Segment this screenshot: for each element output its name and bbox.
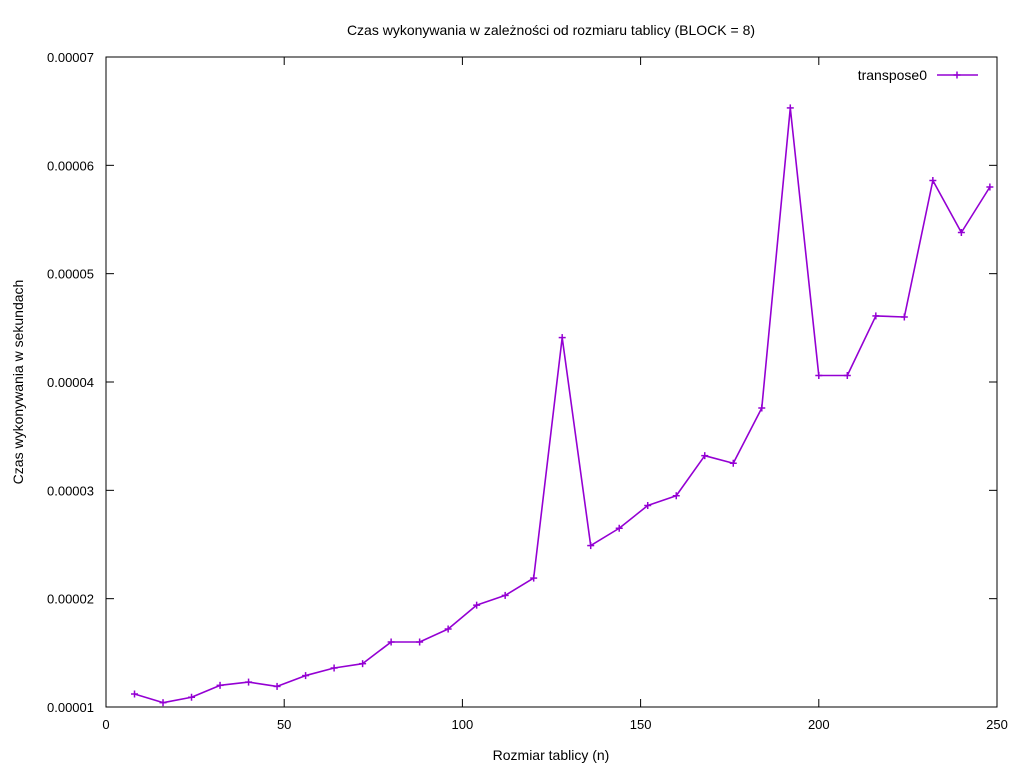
y-tick-label: 0.00007 [47, 50, 94, 65]
data-point [615, 524, 623, 532]
data-point [558, 334, 566, 342]
data-point [444, 625, 452, 633]
data-point [501, 591, 509, 599]
y-tick-label: 0.00004 [47, 375, 94, 390]
x-tick-label: 0 [102, 717, 109, 732]
data-point [273, 682, 281, 690]
x-tick-label: 200 [808, 717, 830, 732]
data-point [302, 672, 310, 680]
data-point [953, 71, 961, 79]
data-point [188, 693, 196, 701]
data-point [729, 459, 737, 467]
data-point [473, 601, 481, 609]
data-point [872, 312, 880, 320]
data-point [758, 404, 766, 412]
x-tick-label: 100 [452, 717, 474, 732]
y-axis-label: Czas wykonywania w sekundach [10, 280, 26, 485]
y-tick-label: 0.00001 [47, 700, 94, 715]
data-point [843, 372, 851, 379]
data-point [900, 313, 908, 321]
data-point [387, 638, 395, 646]
data-point [815, 372, 823, 379]
x-axis-ticks: 0 50 100 150 200 250 [102, 57, 1008, 732]
y-tick-label: 0.00003 [47, 483, 94, 498]
chart-title: Czas wykonywania w zależności od rozmiar… [347, 22, 755, 38]
y-axis-ticks: 0.00001 0.00002 0.00003 0.00004 0.00005 0.000… [47, 50, 997, 715]
x-tick-label: 50 [277, 717, 291, 732]
data-point [330, 664, 338, 672]
data-point [216, 681, 224, 689]
data-point [986, 183, 994, 191]
data-point [957, 229, 965, 236]
data-point [701, 452, 709, 460]
legend-label: transpose0 [858, 67, 927, 83]
data-point [245, 678, 253, 686]
data-point [131, 690, 139, 698]
plot-frame [105, 56, 998, 708]
data-point [587, 542, 595, 550]
data-point [644, 502, 652, 509]
data-point [672, 492, 680, 500]
y-tick-label: 0.00002 [47, 592, 94, 607]
series-group [131, 104, 994, 707]
data-point [786, 104, 794, 112]
x-tick-label: 150 [630, 717, 652, 732]
legend: transpose0 [858, 67, 978, 83]
data-point [416, 638, 424, 646]
y-tick-label: 0.00006 [47, 158, 94, 173]
data-point [929, 177, 937, 184]
series-line-transpose0 [134, 107, 991, 704]
y-tick-label: 0.00005 [47, 267, 94, 282]
data-point [159, 699, 167, 707]
x-axis-label: Rozmiar tablicy (n) [493, 747, 610, 763]
data-point [359, 660, 367, 668]
x-tick-label: 250 [986, 717, 1008, 732]
data-point [530, 574, 538, 582]
